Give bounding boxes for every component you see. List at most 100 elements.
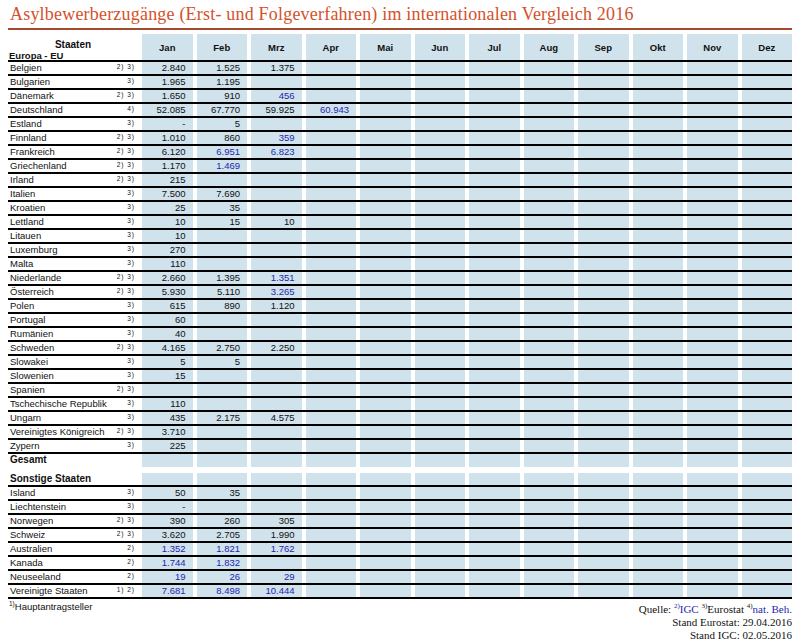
table-row: Belgien2) 3)2.8401.5251.375 — [8, 62, 792, 76]
value-cell — [742, 272, 793, 284]
value-cell — [360, 412, 411, 424]
value-cell — [415, 244, 466, 256]
value-cell — [742, 487, 793, 499]
value-cell — [633, 314, 684, 326]
country-cell: Kanada2) — [8, 557, 138, 569]
value-cell: 3.710 — [142, 426, 193, 438]
value-cell — [360, 529, 411, 541]
value-cell — [197, 426, 248, 438]
value-cell: 2.840 — [142, 62, 193, 74]
value-cell — [306, 585, 357, 597]
value-cell — [306, 146, 357, 158]
value-cell — [524, 230, 575, 242]
value-cell: - — [142, 501, 193, 513]
footnote-ref: 2) 3) — [117, 515, 138, 527]
country-cell: Kroatien3) — [8, 202, 138, 214]
value-cell — [633, 286, 684, 298]
footnote-ref: 2) 3) — [117, 174, 138, 186]
value-cell — [469, 300, 520, 312]
staaten-header-cell: Staaten Europa - EU — [8, 34, 138, 60]
table-header-row: Staaten Europa - EU JanFebMrzAprMaiJunJu… — [8, 34, 792, 62]
value-cell — [251, 356, 302, 368]
country-name: Kanada — [10, 557, 43, 569]
country-cell: Vereinigte Staaten1) 2) — [8, 585, 138, 597]
country-name: Belgien — [10, 62, 42, 74]
value-cell — [633, 146, 684, 158]
country-cell: Neuseeland2) — [8, 571, 138, 583]
value-cell: 5 — [142, 356, 193, 368]
value-cell — [578, 272, 629, 284]
country-name: Norwegen — [10, 515, 53, 527]
country-cell: Zypern3) — [8, 440, 138, 452]
value-cell — [687, 216, 738, 228]
value-cell — [197, 473, 248, 485]
value-cell — [415, 501, 466, 513]
value-cell — [415, 188, 466, 200]
value-cell: 1.375 — [251, 62, 302, 74]
value-cell — [306, 272, 357, 284]
value-cell — [687, 258, 738, 270]
value-cell — [469, 146, 520, 158]
value-cell — [742, 501, 793, 513]
country-name: Polen — [10, 300, 34, 312]
page-title: Asylbewerberzugänge (Erst- und Folgeverf… — [8, 3, 792, 30]
value-cell — [360, 146, 411, 158]
value-cell — [742, 188, 793, 200]
value-cell — [524, 188, 575, 200]
value-cell: 6.951 — [197, 146, 248, 158]
value-cell — [251, 244, 302, 256]
table-row: Bulgarien3)1.9651.195 — [8, 76, 792, 90]
value-cell — [415, 160, 466, 172]
value-cell — [524, 76, 575, 88]
value-cell — [415, 384, 466, 396]
value-cell — [633, 501, 684, 513]
country-name: Vereinigtes Königreich — [10, 426, 105, 438]
value-cell — [524, 62, 575, 74]
table-row: Neuseeland2)192629 — [8, 571, 792, 585]
value-cell — [251, 426, 302, 438]
value-cell — [524, 585, 575, 597]
country-name: Neuseeland — [10, 571, 61, 583]
table-row: Zypern3)225 — [8, 440, 792, 454]
value-cell — [742, 412, 793, 424]
value-cell — [360, 286, 411, 298]
value-cell: 110 — [142, 398, 193, 410]
value-cell: 305 — [251, 515, 302, 527]
source-name: IGC — [680, 603, 699, 615]
value-cell — [469, 314, 520, 326]
source-name: Eurostat — [707, 603, 744, 615]
value-cell — [687, 174, 738, 186]
value-cell — [415, 529, 466, 541]
value-cell — [469, 356, 520, 368]
value-cell — [306, 515, 357, 527]
value-cell — [469, 426, 520, 438]
value-cell — [469, 118, 520, 130]
value-cell — [524, 328, 575, 340]
value-cell — [306, 230, 357, 242]
value-cell — [742, 454, 793, 467]
value-cell: 60.943 — [306, 104, 357, 116]
value-cell — [742, 118, 793, 130]
value-cell — [633, 487, 684, 499]
value-cell — [633, 454, 684, 467]
value-cell — [524, 300, 575, 312]
value-cell — [578, 104, 629, 116]
value-cell — [578, 557, 629, 569]
value-cell — [742, 216, 793, 228]
country-name: Kroatien — [10, 202, 45, 214]
table-row: Luxemburg3)270 — [8, 244, 792, 258]
value-cell — [524, 398, 575, 410]
value-cell — [306, 244, 357, 256]
value-cell — [742, 202, 793, 214]
country-cell: Island3) — [8, 487, 138, 499]
footnote-ref: 2) 3) — [117, 342, 138, 354]
value-cell — [142, 473, 193, 485]
value-cell — [578, 342, 629, 354]
footnote-ref: 2) 3) — [117, 132, 138, 144]
country-name: Zypern — [10, 440, 40, 452]
value-cell — [360, 300, 411, 312]
value-cell — [469, 230, 520, 242]
value-cell — [687, 342, 738, 354]
value-cell — [578, 174, 629, 186]
value-cell — [687, 328, 738, 340]
